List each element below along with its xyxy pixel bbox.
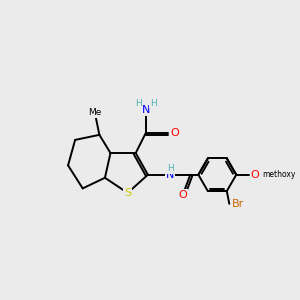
- Text: H: H: [150, 98, 157, 107]
- Text: H: H: [135, 98, 142, 107]
- Text: methoxy: methoxy: [262, 170, 296, 179]
- Text: Me: Me: [88, 108, 101, 117]
- Text: N: N: [166, 170, 174, 180]
- Text: O: O: [178, 190, 187, 200]
- Text: O: O: [250, 170, 260, 180]
- Text: O: O: [170, 128, 179, 138]
- Text: S: S: [124, 188, 131, 198]
- Text: Br: Br: [232, 199, 244, 209]
- Text: N: N: [142, 105, 150, 115]
- Text: H: H: [167, 164, 173, 173]
